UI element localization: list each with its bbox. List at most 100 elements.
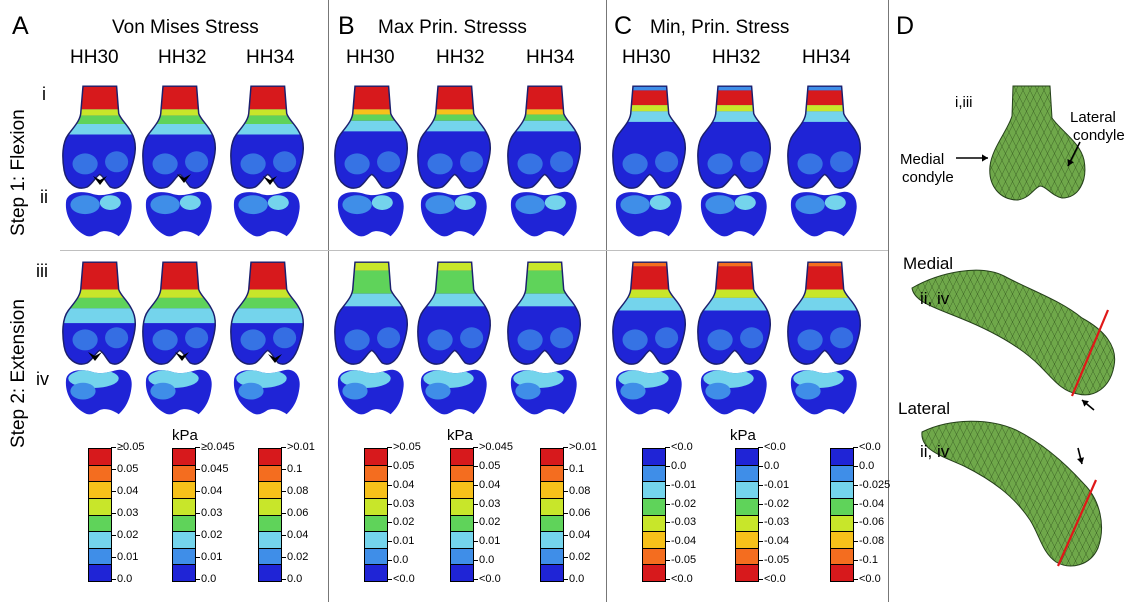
colorbar-tick-label: 0.0	[280, 573, 303, 585]
col-label-c-hh32: HH32	[712, 47, 761, 68]
panel-letter-a: A	[12, 12, 29, 40]
panel-title-c: Min, Prin. Stress	[650, 17, 790, 38]
colorbar-tick-label: <0.0	[387, 573, 415, 585]
colorbar-swatch	[643, 548, 665, 566]
panel-letter-d: D	[896, 12, 915, 40]
colorbar-tick-label: >0.01	[281, 441, 315, 453]
femur-extension-2-2	[787, 261, 861, 365]
colorbar-tick-label: 0.04	[386, 478, 415, 491]
colorbar-swatch	[643, 465, 665, 483]
panel-letter-b: B	[338, 12, 355, 40]
colorbar-swatch	[541, 565, 563, 581]
colorbar-tick-label: -0.06	[852, 516, 885, 529]
femur-extension-0-0	[62, 261, 136, 365]
colorbar-tick-label: -0.08	[852, 535, 885, 548]
colorbar-swatch	[831, 449, 853, 466]
colorbar-swatch	[541, 515, 563, 533]
colorbar-swatch	[541, 449, 563, 466]
colorbar-swatch	[365, 548, 387, 566]
femur-extension-1-1	[417, 261, 491, 365]
colorbar-swatch	[89, 449, 111, 466]
colorbar-tick-label: 0.02	[110, 529, 139, 541]
femur-flexion-2-1	[697, 85, 771, 189]
slice-extension-2-2	[790, 369, 857, 415]
colorbar-swatch	[259, 449, 281, 466]
colorbar-swatch	[736, 465, 758, 483]
colorbar-tick-label: 0.03	[194, 507, 223, 519]
slice-extension-0-2	[233, 369, 300, 415]
colorbar-swatch	[643, 482, 665, 499]
colorbar-swatch	[173, 465, 195, 483]
colorbar-tick-label: <0.0	[853, 441, 881, 453]
slice-extension-1-0	[337, 369, 404, 415]
colorbar-swatch	[89, 515, 111, 533]
colorbar-swatch	[365, 465, 387, 483]
colorbar-tick-label: 0.03	[472, 497, 501, 510]
femur-extension-2-1	[697, 261, 771, 365]
arrowhead-4	[175, 352, 189, 361]
label-lateral-view-title: Lateral	[898, 399, 950, 418]
label-medial-condyle-2: condyle	[902, 169, 954, 186]
colorbar-tick-label: 0.0	[562, 573, 585, 585]
arrow-lateral-view	[1077, 447, 1085, 465]
colorbar-5	[540, 448, 564, 582]
colorbar-6	[642, 448, 666, 582]
colorbar-tick-label: 0.02	[386, 516, 415, 529]
colorbar-tick-label: 0.04	[110, 485, 139, 497]
colorbar-swatch	[541, 532, 563, 549]
divider-b-c	[606, 0, 607, 602]
arrowhead-2	[263, 176, 277, 185]
colorbar-swatch	[259, 565, 281, 581]
colorbar-tick-label: <0.0	[473, 573, 501, 585]
colorbar-swatch	[831, 482, 853, 499]
colorbar-tick-label: 0.05	[110, 463, 139, 475]
slice-extension-0-1	[145, 369, 212, 415]
colorbar-tick-label: 0.06	[562, 507, 591, 519]
arrow-lateral-condyle	[1067, 141, 1081, 167]
colorbar-swatch	[173, 565, 195, 581]
colorbar-swatch	[451, 515, 473, 533]
femur-flexion-2-0	[612, 85, 686, 189]
colorbar-tick-label: -0.03	[757, 516, 790, 529]
colorbar-swatch	[541, 498, 563, 516]
femur-extension-1-0	[334, 261, 408, 365]
slice-flexion-1-2	[510, 191, 577, 237]
row-label-iii: iii	[36, 261, 48, 281]
colorbar-swatch	[643, 515, 665, 533]
colorbar-tick-label: 0.08	[562, 485, 591, 497]
colorbar-swatch	[451, 465, 473, 483]
col-label-b-hh30: HH30	[346, 47, 395, 68]
femur-flexion-1-2	[507, 85, 581, 189]
colorbar-swatch	[89, 532, 111, 549]
slice-extension-2-0	[615, 369, 682, 415]
colorbar-swatch	[541, 548, 563, 566]
col-label-b-hh32: HH32	[436, 47, 485, 68]
colorbar-swatch	[736, 548, 758, 566]
unit-label-b: kPa	[447, 427, 473, 444]
slice-flexion-0-2	[233, 191, 300, 237]
colorbar-swatch	[643, 449, 665, 466]
row-label-i: i	[42, 84, 46, 104]
colorbar-tick-label: 0.0	[194, 573, 217, 585]
col-label-a-hh32: HH32	[158, 47, 207, 68]
colorbar-tick-label: 0.0	[472, 554, 495, 567]
slice-flexion-0-1	[145, 191, 212, 237]
label-lateral-view-sub: ii, iv	[920, 442, 950, 461]
colorbar-swatch	[259, 498, 281, 516]
colorbar-swatch	[259, 548, 281, 566]
colorbar-swatch	[643, 565, 665, 581]
colorbar-tick-label: 0.03	[386, 497, 415, 510]
col-label-c-hh30: HH30	[622, 47, 671, 68]
col-label-a-hh30: HH30	[70, 47, 119, 68]
colorbar-swatch	[736, 565, 758, 581]
colorbar-tick-label: -0.02	[664, 497, 697, 510]
panel-d-meshes	[911, 85, 1116, 567]
colorbar-swatch	[259, 465, 281, 483]
colorbar-tick-label: 0.08	[280, 485, 309, 497]
colorbar-swatch	[831, 498, 853, 516]
colorbar-tick-label: 0.0	[664, 459, 687, 472]
colorbar-swatch	[365, 449, 387, 466]
arrow-medial-condyle	[956, 154, 988, 162]
colorbar-swatch	[451, 482, 473, 499]
